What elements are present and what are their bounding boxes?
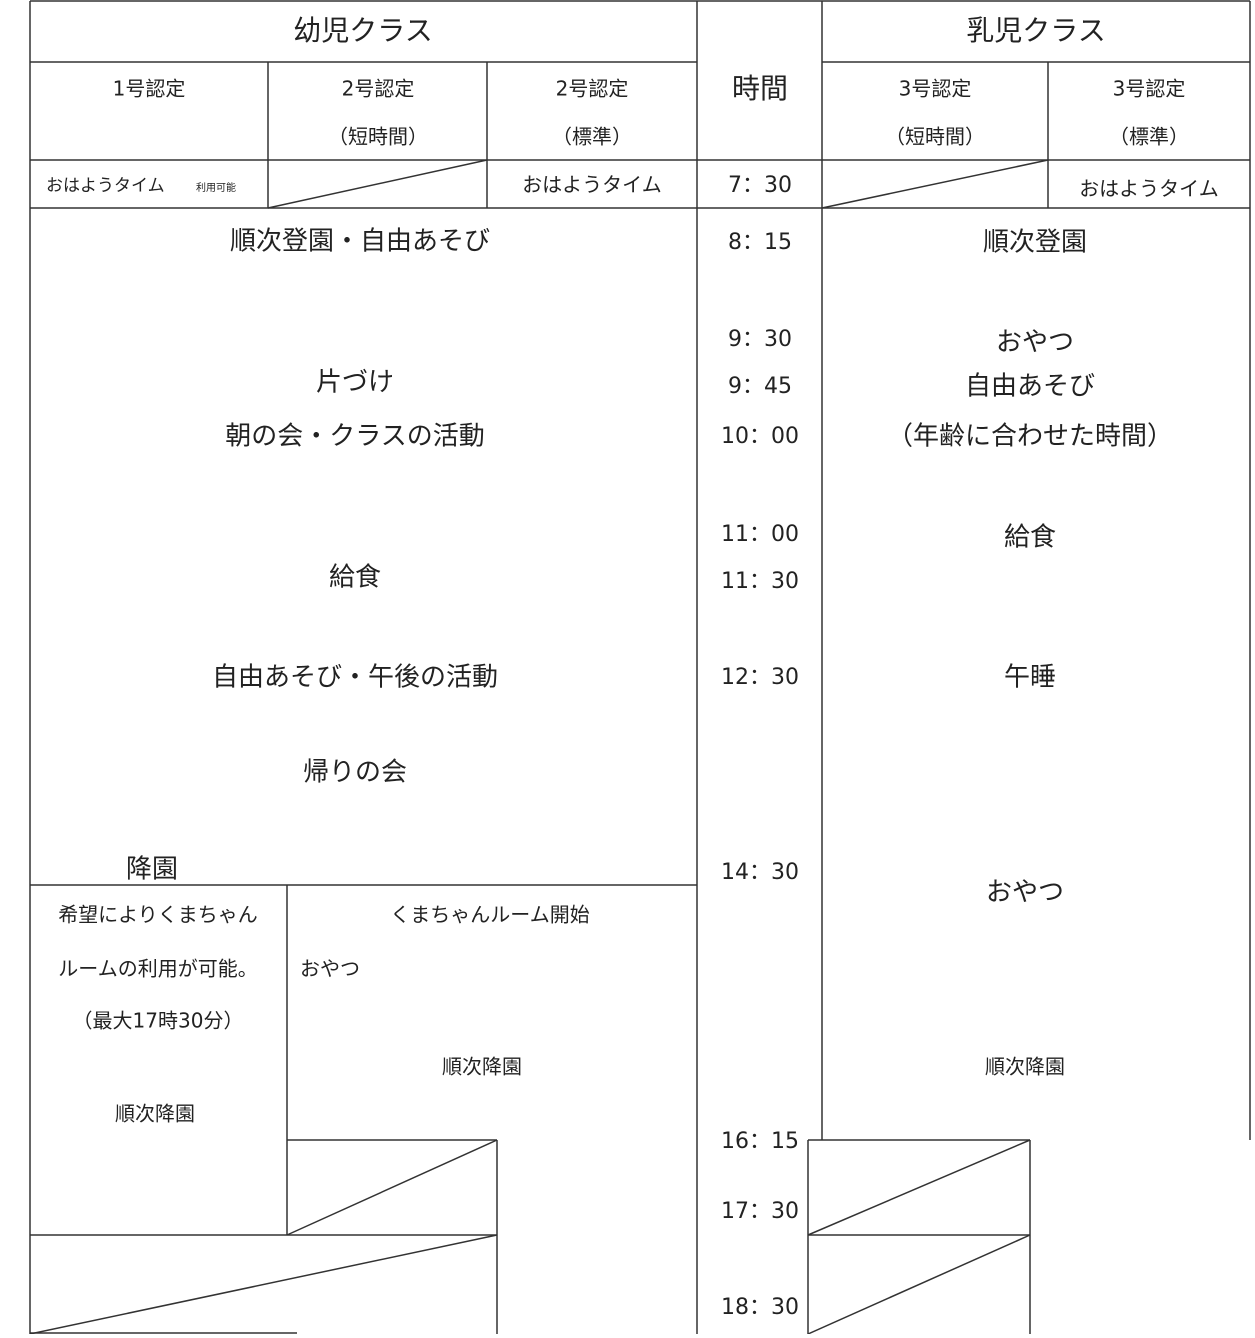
extended-text: 希望によりくまちゃん: [58, 903, 258, 927]
time: 9：30: [728, 327, 792, 352]
column-sub: （標準）: [552, 125, 632, 149]
activity: 帰りの会: [303, 758, 407, 788]
activity: 朝の会・クラスの活動: [225, 422, 484, 452]
group-header: 幼児クラス: [293, 14, 432, 47]
extended-text: （最大17時30分）: [73, 1009, 244, 1033]
activity: 給食: [1004, 523, 1056, 553]
time: 7：30: [728, 173, 792, 198]
time: 14：30: [721, 860, 799, 885]
extended-text: 順次降園: [115, 1102, 195, 1126]
activity: 降園: [126, 855, 178, 885]
column-sub: （短時間）: [328, 125, 428, 149]
activity: おやつ: [996, 328, 1074, 358]
activity: 給食: [329, 563, 381, 593]
morning-note: 利用可能: [196, 181, 236, 194]
activity: 自由あそび・午後の活動: [212, 663, 498, 693]
extended-text: おやつ: [300, 957, 360, 981]
time: 9：45: [728, 374, 792, 399]
time-header: 時間: [732, 72, 788, 105]
time: 12：30: [721, 665, 799, 690]
column-label: 2号認定: [556, 77, 629, 101]
column-sub: （標準）: [1109, 125, 1189, 149]
column-label: 2号認定: [342, 77, 415, 101]
activity: 順次登園・自由あそび: [230, 227, 490, 257]
activity: 午睡: [1004, 663, 1056, 693]
activity: 順次登園: [983, 228, 1087, 258]
column-label: 1号認定: [113, 77, 186, 101]
column-label: 3号認定: [899, 77, 972, 101]
activity: 片づけ: [316, 368, 394, 398]
time: 11：00: [721, 522, 799, 547]
extended-text: くまちゃんルーム開始: [390, 903, 589, 927]
time: 16：15: [721, 1129, 799, 1154]
time: 18：30: [721, 1295, 799, 1320]
group-header: 乳児クラス: [966, 14, 1105, 47]
extended-text: 順次降園: [442, 1055, 522, 1079]
time: 11：30: [721, 569, 799, 594]
extended-text: ルームの利用が可能。: [58, 957, 257, 981]
activity: 順次降園: [985, 1055, 1065, 1079]
activity: 自由あそび: [965, 372, 1095, 402]
time: 8：15: [728, 230, 792, 255]
table-lines: [29, 0, 1251, 1335]
time: 17：30: [721, 1199, 799, 1224]
activity: （年齢に合わせた時間）: [887, 422, 1173, 452]
activity: おやつ: [986, 878, 1064, 908]
column-sub: （短時間）: [885, 125, 985, 149]
morning-cell: おはようタイム: [1079, 177, 1219, 201]
time: 10：00: [721, 424, 799, 449]
morning-cell: おはようタイム: [522, 173, 662, 197]
morning-cell: おはようタイム: [46, 176, 165, 196]
column-label: 3号認定: [1113, 77, 1186, 101]
